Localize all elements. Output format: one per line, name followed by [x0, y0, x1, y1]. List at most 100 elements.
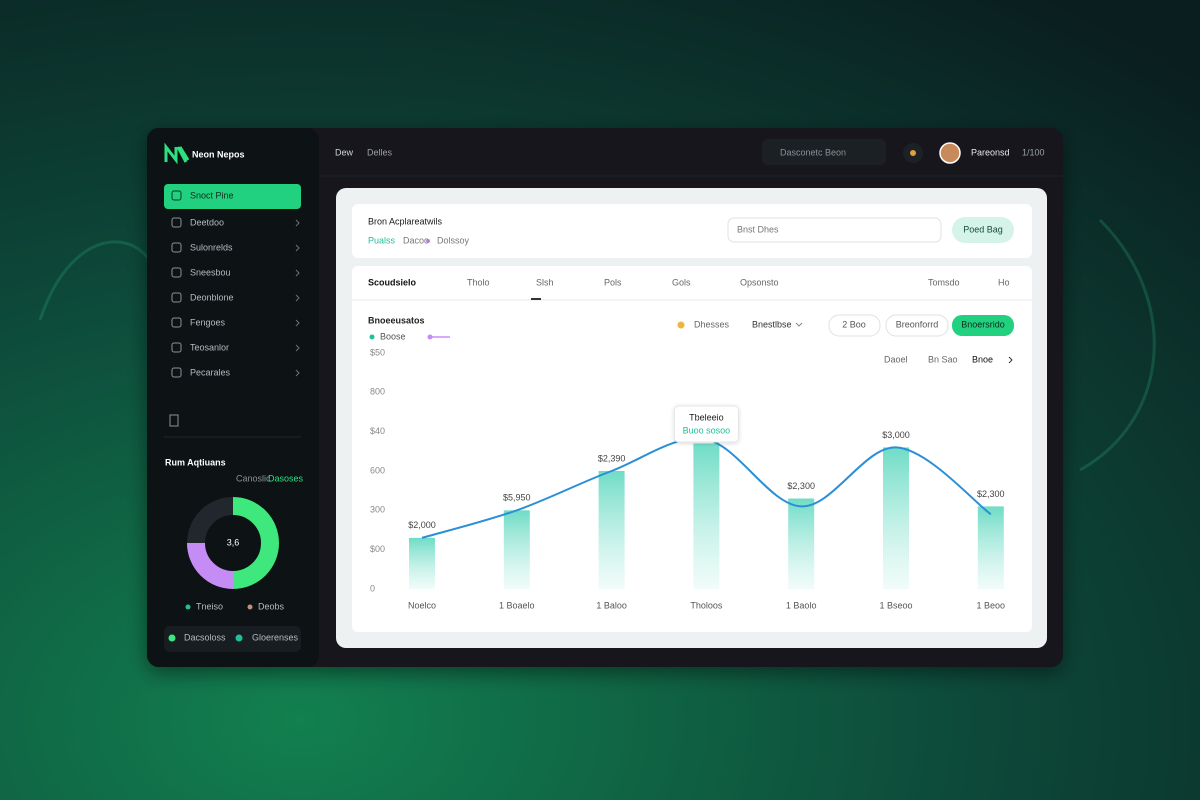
tooltip-title: Tbeleeio [689, 412, 724, 422]
footer-item: Dacsoloss [184, 632, 226, 642]
chart-control[interactable]: Bnestlbse [752, 319, 792, 329]
y-tick-label: $40 [370, 426, 385, 436]
nav-icon [171, 367, 182, 378]
x-tick-label: 1 Baloo [596, 600, 627, 610]
legend-item: Tneiso [196, 601, 223, 611]
chevron [295, 319, 300, 327]
y-tick-label: 800 [370, 387, 385, 397]
table-tab[interactable]: Tholo [467, 277, 490, 287]
nav-item[interactable]: Pecarales [190, 367, 231, 377]
nav-item[interactable]: Fengoes [190, 317, 226, 327]
chart-control[interactable]: 2 Boo [842, 319, 866, 329]
dot [427, 334, 433, 340]
chevron [295, 244, 300, 252]
donut-center: 3,6 [227, 537, 240, 547]
header-tab[interactable]: Dacoo [403, 235, 429, 245]
nav-item[interactable]: Sulonrelds [190, 242, 233, 252]
bar [788, 498, 815, 589]
chart-control[interactable]: Breonforrd [896, 319, 939, 329]
legend-item: Deobs [258, 601, 285, 611]
brand: Neon Nepos [192, 149, 245, 159]
breadcrumb: Dew [335, 147, 354, 157]
page-title: Bron Acplareatwils [368, 216, 443, 226]
chart-view[interactable]: Bn Sao [928, 354, 958, 364]
icon [910, 150, 916, 156]
x-tick-label: 1 Boaelo [499, 600, 535, 610]
avatar[interactable] [939, 142, 961, 164]
user-name: Pareonsd [971, 147, 1010, 157]
legend-item: Boose [380, 331, 406, 341]
sidebar-footer [164, 626, 301, 652]
nav-icon [171, 292, 182, 303]
nav-icon [171, 190, 182, 201]
x-tick-label: 1 Baolo [786, 600, 817, 610]
header-button[interactable] [952, 217, 1014, 243]
link[interactable]: Canoslic [236, 473, 271, 483]
nav-icon [171, 242, 182, 253]
chart-view[interactable]: Daoel [884, 354, 908, 364]
tooltip [673, 405, 739, 443]
nav-active[interactable] [164, 184, 301, 209]
dot [247, 604, 253, 610]
user-meta: 1/100 [1022, 147, 1045, 157]
nav-item[interactable]: Deonblone [190, 292, 234, 302]
dot [369, 334, 375, 340]
x-tick-label: Tholoos [690, 600, 723, 610]
y-tick-label: 300 [370, 505, 385, 515]
x-tick-label: Noelco [408, 600, 436, 610]
header-button-text[interactable]: Poed Bag [963, 224, 1003, 234]
table-tab[interactable]: Slsh [536, 277, 554, 287]
table-tab[interactable]: Ho [998, 277, 1010, 287]
pill[interactable] [885, 314, 949, 337]
table-tab[interactable]: Pols [604, 277, 622, 287]
table-tab[interactable]: Scoudsielo [368, 277, 417, 287]
x-tick-label: 1 Beoo [977, 600, 1006, 610]
chart-control: Dhesses [694, 319, 730, 329]
nav-icon [171, 317, 182, 328]
bar [409, 537, 435, 589]
header-tab[interactable]: Pualss [368, 235, 396, 245]
search-box[interactable] [762, 139, 886, 165]
tooltip-value: Buoo sosoo [683, 425, 731, 435]
section-title: Rum Aqtiuans [165, 457, 226, 467]
footer-item: Gloerenses [252, 632, 299, 642]
bar [977, 506, 1004, 589]
pill[interactable] [828, 314, 881, 337]
table-tab[interactable]: Tomsdo [928, 277, 960, 287]
chart-control[interactable]: Bnoersrido [961, 319, 1005, 329]
chevron [295, 294, 300, 302]
nav-icon [171, 342, 182, 353]
header-search-text: Bnst Dhes [737, 224, 779, 234]
bar [693, 443, 720, 589]
pill-active[interactable] [952, 315, 1014, 336]
nav-item[interactable]: Sneesbou [190, 267, 231, 277]
chevron[interactable] [1008, 356, 1013, 364]
dot [168, 634, 176, 642]
nav-icon [171, 267, 182, 278]
header-tab[interactable]: Dolssoy [437, 235, 470, 245]
y-tick-label: $50 [370, 347, 385, 357]
nav-item[interactable]: Teosanlor [190, 342, 229, 352]
dot [235, 634, 243, 642]
chart-view[interactable]: Bnoe [972, 354, 993, 364]
bar [503, 510, 530, 589]
logo [164, 142, 190, 165]
value-label: $2,300 [787, 481, 815, 491]
chevron [295, 344, 300, 352]
header-search[interactable] [727, 217, 942, 243]
nav-item[interactable]: Deetdoo [190, 217, 224, 227]
link[interactable]: Dasoses [268, 473, 304, 483]
bar [598, 471, 625, 589]
table-tab[interactable]: Gols [672, 277, 691, 287]
table-tab[interactable]: Opsonsto [740, 277, 779, 287]
chevron [295, 219, 300, 227]
search-text: Dasconetc Beon [780, 147, 846, 157]
value-label: $3,000 [882, 430, 910, 440]
y-tick-label: 600 [370, 465, 385, 475]
nav-item[interactable]: Snoct Pine [190, 190, 234, 200]
donut-segment [187, 497, 234, 544]
breadcrumb: Delles [367, 147, 393, 157]
y-tick-label: $00 [370, 544, 385, 554]
value-label: $2,390 [598, 453, 626, 463]
